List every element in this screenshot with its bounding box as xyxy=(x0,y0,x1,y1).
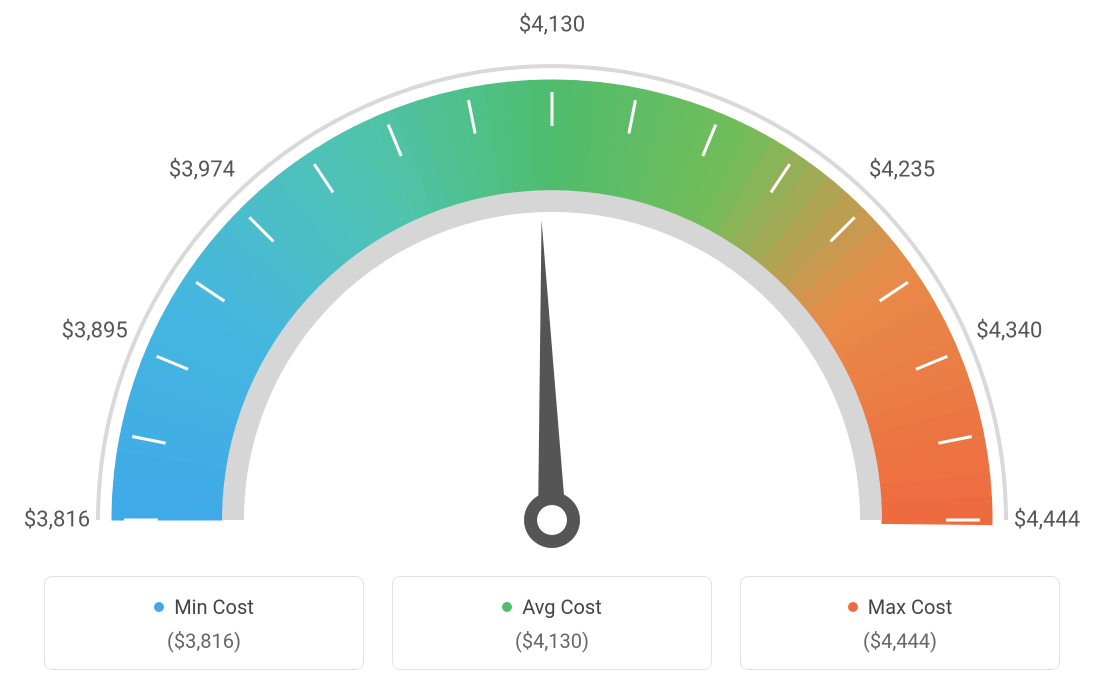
max-dot-icon xyxy=(848,602,858,612)
gauge-tick-label: $3,895 xyxy=(62,318,128,343)
avg-cost-value: ($4,130) xyxy=(413,629,691,653)
avg-cost-label: Avg Cost xyxy=(522,595,602,619)
min-cost-card: Min Cost ($3,816) xyxy=(44,576,364,670)
max-cost-title-row: Max Cost xyxy=(848,595,953,619)
avg-cost-title-row: Avg Cost xyxy=(502,595,602,619)
gauge-tick-label: $4,444 xyxy=(1014,508,1080,533)
min-dot-icon xyxy=(154,602,164,612)
gauge-tick-label: $4,235 xyxy=(869,157,935,182)
avg-dot-icon xyxy=(502,602,512,612)
gauge-tick-label: $3,816 xyxy=(24,508,90,533)
max-cost-card: Max Cost ($4,444) xyxy=(740,576,1060,670)
gauge-chart: $3,816 $3,895 $3,974 $4,130 $4,235 $4,340 $4,4… xyxy=(0,0,1104,560)
gauge-tick-label: $3,974 xyxy=(169,157,235,182)
min-cost-value: ($3,816) xyxy=(65,629,343,653)
gauge-tick-label: $4,340 xyxy=(976,318,1042,343)
gauge-svg xyxy=(0,0,1104,560)
gauge-tick-label: $4,130 xyxy=(519,13,585,38)
min-cost-label: Min Cost xyxy=(174,595,254,619)
avg-cost-card: Avg Cost ($4,130) xyxy=(392,576,712,670)
max-cost-label: Max Cost xyxy=(868,595,953,619)
min-cost-title-row: Min Cost xyxy=(154,595,254,619)
max-cost-value: ($4,444) xyxy=(761,629,1039,653)
summary-cards: Min Cost ($3,816) Avg Cost ($4,130) Max … xyxy=(0,576,1104,670)
